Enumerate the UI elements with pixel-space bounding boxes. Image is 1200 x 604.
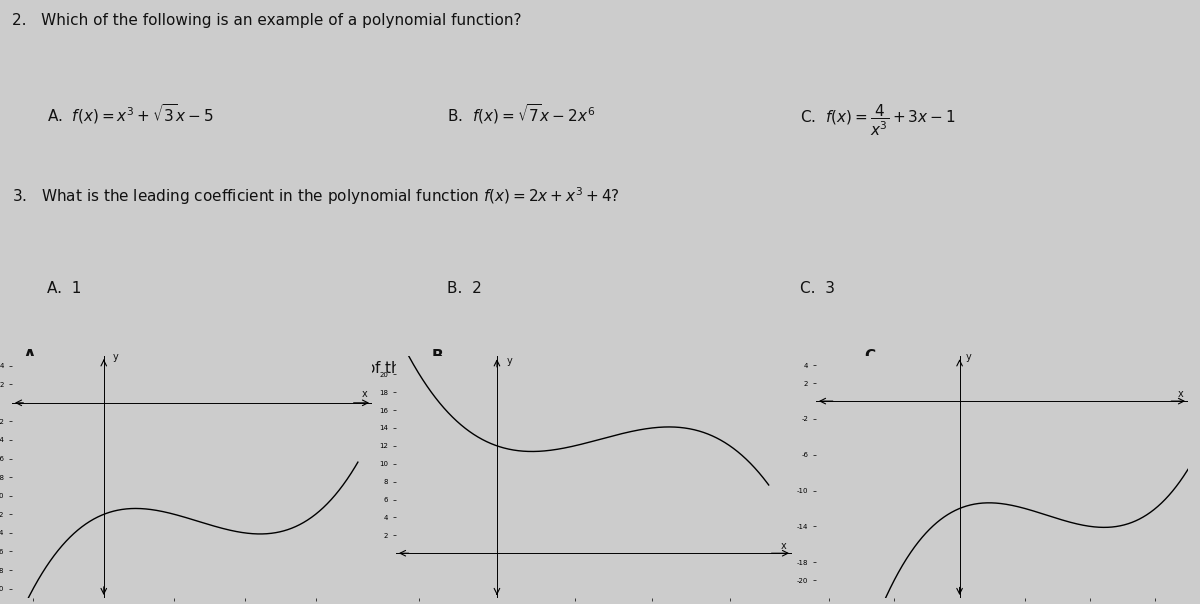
Text: A.  $f(x) = x^3 + \sqrt{3}x - 5$: A. $f(x) = x^3 + \sqrt{3}x - 5$ [47, 103, 214, 126]
Text: x: x [1178, 388, 1184, 399]
Text: A.: A. [24, 349, 42, 364]
Text: 4.   Which of the following could be the graph of the polynomial function $x^3 -: 4. Which of the following could be the g… [12, 357, 718, 379]
Text: y: y [966, 352, 972, 362]
Text: x: x [780, 541, 786, 551]
Text: C.  3: C. 3 [800, 281, 835, 297]
Text: C.: C. [864, 349, 881, 364]
Text: y: y [113, 352, 118, 362]
Text: A.  1: A. 1 [47, 281, 82, 297]
Text: x: x [361, 389, 367, 399]
Text: 2.   Which of the following is an example of a polynomial function?: 2. Which of the following is an example … [12, 13, 522, 28]
Text: B.: B. [432, 349, 449, 364]
Text: C.  $f(x) = \dfrac{4}{x^3} + 3x - 1$: C. $f(x) = \dfrac{4}{x^3} + 3x - 1$ [800, 103, 955, 138]
Text: B.  2: B. 2 [448, 281, 482, 297]
Text: y: y [506, 356, 512, 365]
Text: B.  $f(x) = \sqrt{7}x - 2x^6$: B. $f(x) = \sqrt{7}x - 2x^6$ [448, 103, 595, 126]
Text: 3.   What is the leading coefficient in the polynomial function $f(x) = 2x + x^3: 3. What is the leading coefficient in th… [12, 185, 620, 207]
